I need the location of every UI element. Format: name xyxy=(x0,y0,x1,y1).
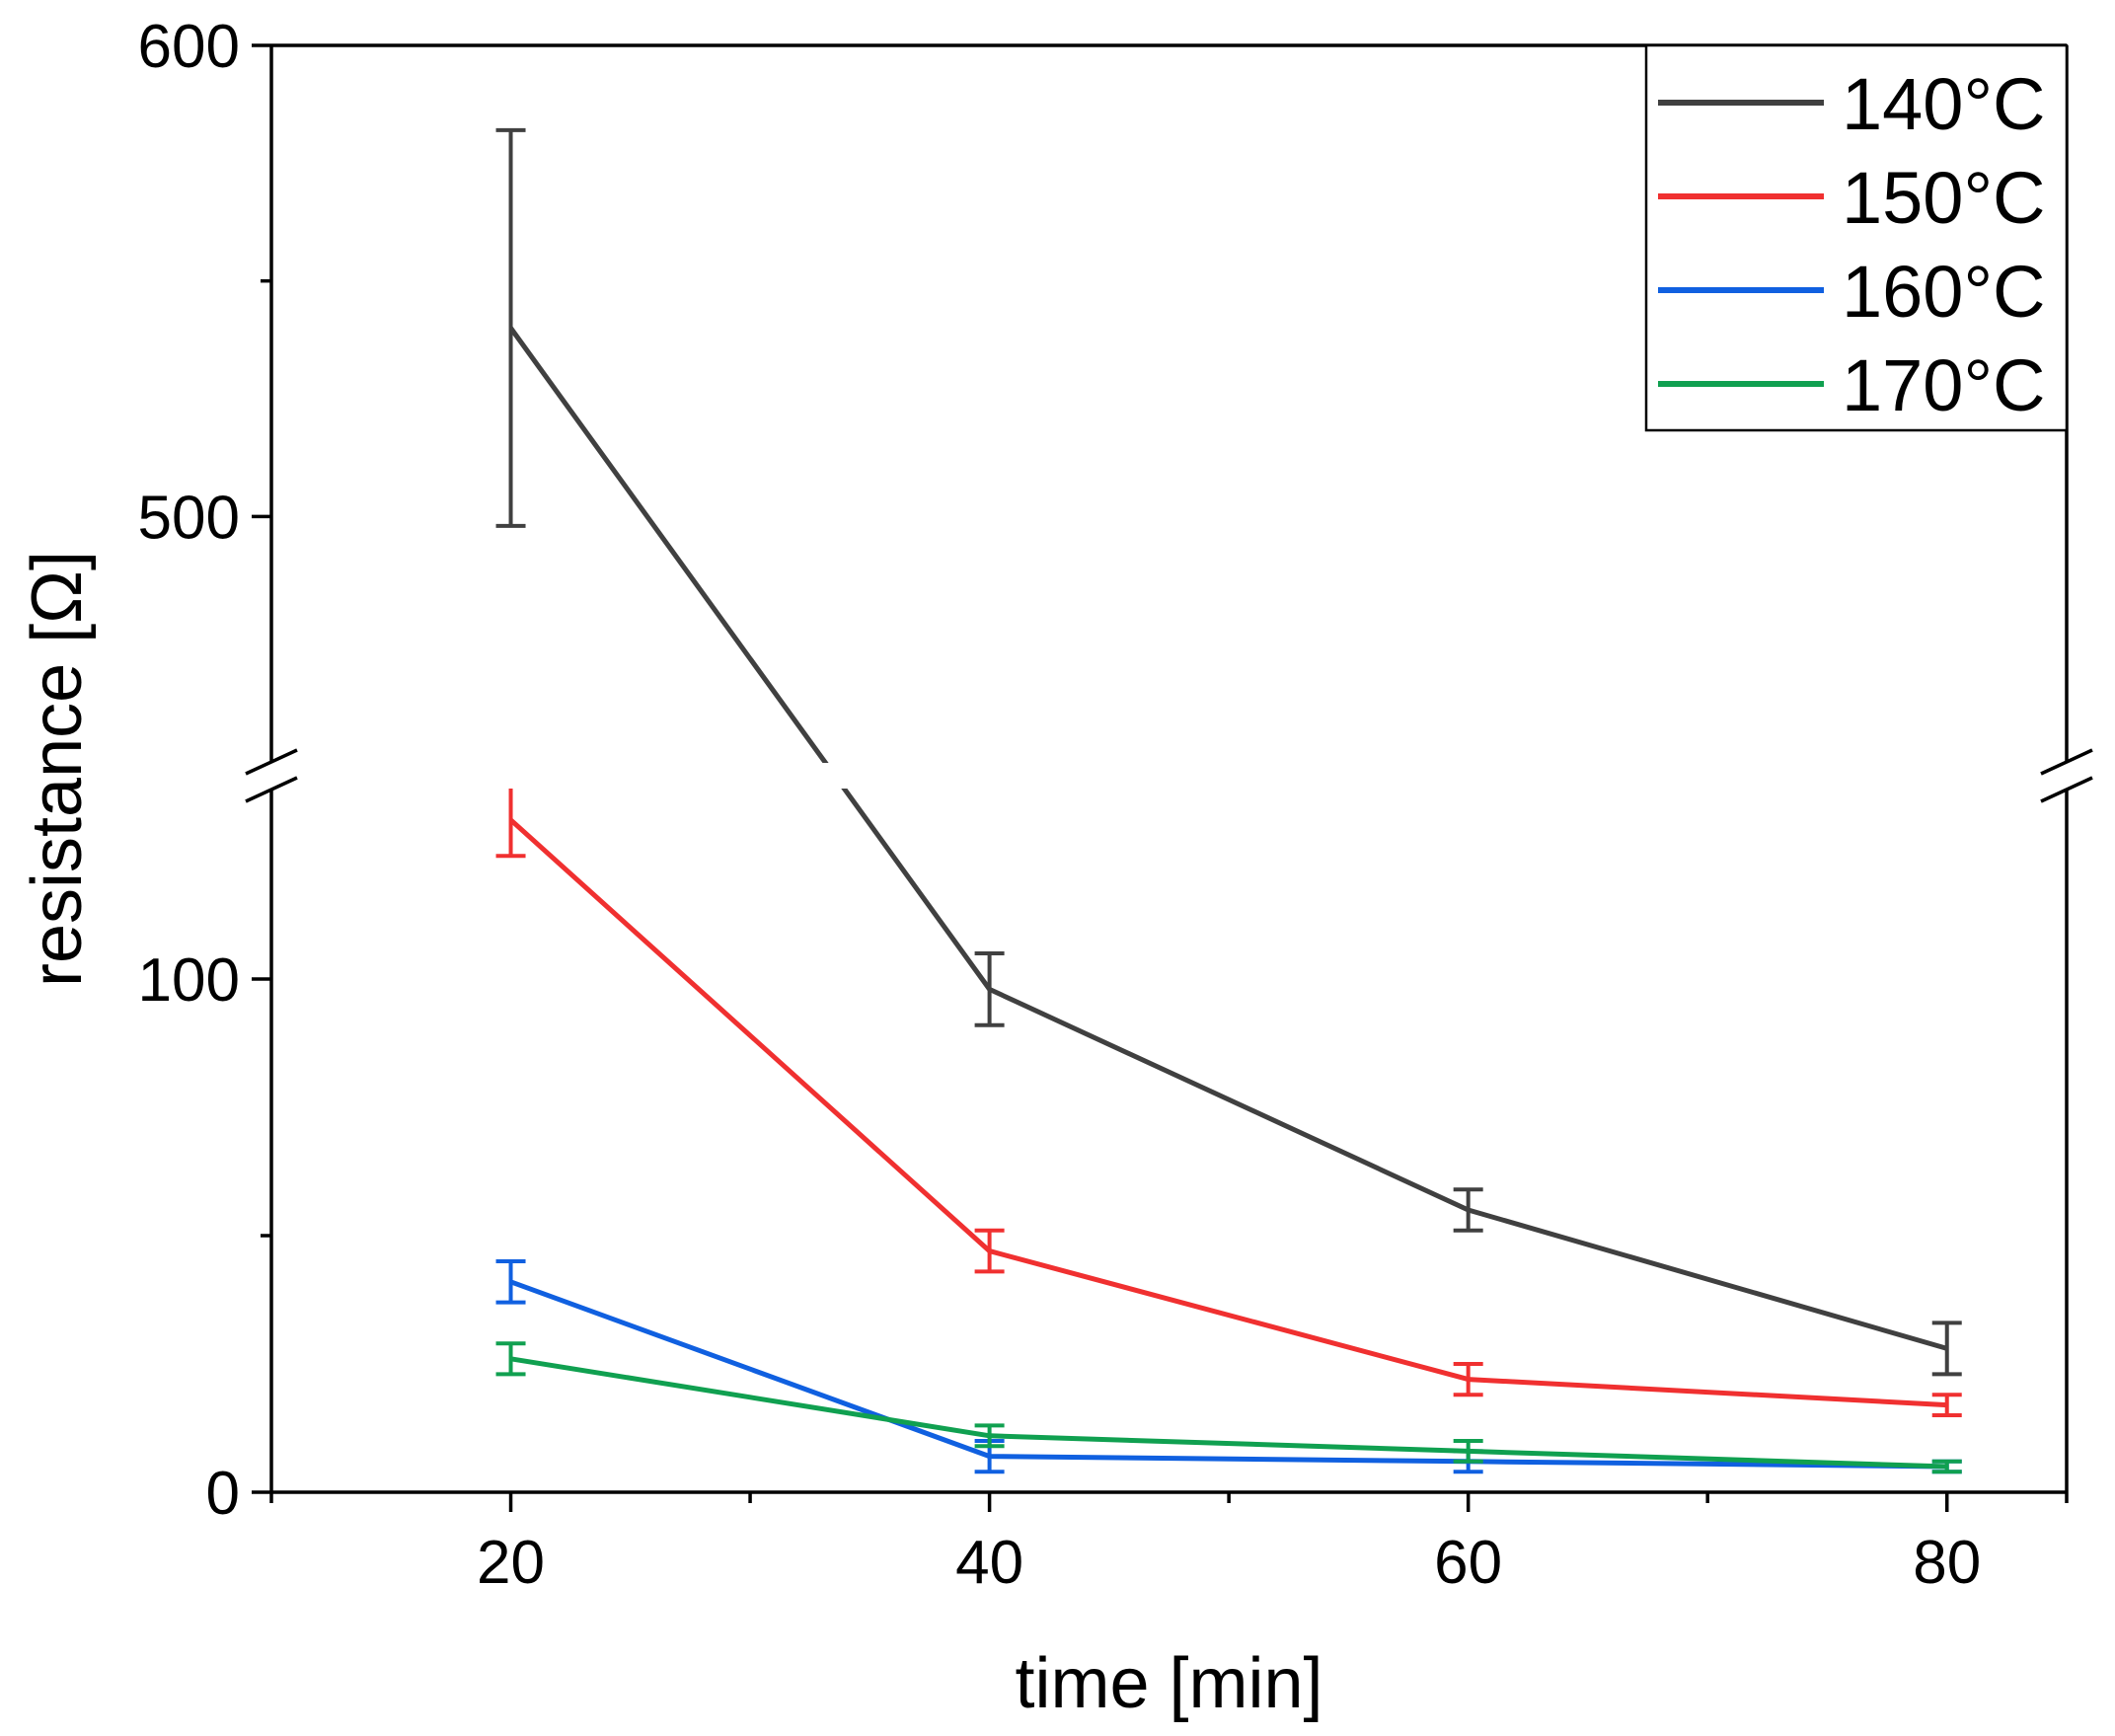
series-140C xyxy=(495,127,1962,1377)
legend-item: 170°C xyxy=(1658,344,2046,426)
axis-ticks: 20 40 60 80 0 100 500 600 xyxy=(138,13,2069,1597)
legend-label: 160°C xyxy=(1842,251,2046,333)
break-slash-right-upper xyxy=(2040,748,2093,776)
y-axis-title: resistance [Ω] xyxy=(18,551,97,987)
break-gap xyxy=(274,763,2064,789)
break-slash-left-lower xyxy=(245,776,298,803)
y-tick-label: 600 xyxy=(138,13,240,81)
series-layer xyxy=(495,127,1962,1474)
legend: 140°C 150°C 160°C 170°C xyxy=(1644,43,2069,432)
series-160C xyxy=(495,1259,1962,1474)
legend-item: 140°C xyxy=(1658,63,2046,145)
x-tick-label: 20 xyxy=(477,1529,545,1597)
series-line xyxy=(508,326,1948,1351)
y-tick-label: 500 xyxy=(138,484,240,552)
series-170C xyxy=(495,1341,1962,1474)
break-slash-right-lower xyxy=(2040,776,2093,803)
legend-label: 140°C xyxy=(1842,63,2046,145)
legend-label: 170°C xyxy=(1842,344,2046,426)
series-line xyxy=(510,1356,1947,1470)
axis-break-marks xyxy=(245,748,2093,803)
series-line xyxy=(508,817,1947,1408)
x-tick-label: 60 xyxy=(1434,1529,1502,1597)
y-tick-label: 0 xyxy=(206,1460,240,1528)
x-tick-label: 80 xyxy=(1913,1529,1981,1597)
legend-item: 150°C xyxy=(1658,157,2046,239)
legend-item: 160°C xyxy=(1658,251,2046,333)
legend-label: 150°C xyxy=(1842,157,2046,239)
y-tick-label: 100 xyxy=(138,946,240,1015)
break-slash-left-upper xyxy=(245,748,298,776)
x-tick-label: 40 xyxy=(955,1529,1023,1597)
legend-box xyxy=(1644,43,2069,432)
series-150C xyxy=(495,782,1962,1417)
series-line xyxy=(509,1279,1947,1470)
x-axis-title: time [min] xyxy=(1015,1644,1322,1723)
